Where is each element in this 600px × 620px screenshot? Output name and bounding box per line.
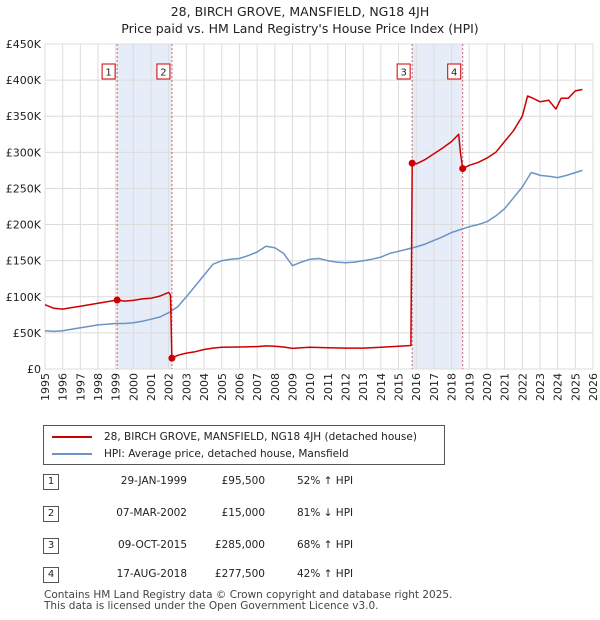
y-tick-label: £150K — [6, 255, 42, 268]
sale-hpi-change: 52% ↑ HPI — [297, 475, 354, 487]
sale-2-marker-label: 2 — [160, 68, 166, 79]
sale-3-point — [408, 159, 416, 167]
hpi-series-line — [44, 169, 583, 333]
x-tick-label: 2009 — [286, 373, 299, 401]
x-tick-label: 2016 — [410, 373, 423, 401]
legend-swatch-hpi — [52, 453, 92, 455]
sale-date: 09-OCT-2015 — [118, 539, 187, 551]
y-tick-label: £50K — [13, 327, 42, 340]
x-tick-label: 2003 — [180, 373, 193, 401]
legend-item-hpi: HPI: Average price, detached house, Mans… — [52, 447, 349, 461]
legend-label-hpi: HPI: Average price, detached house, Mans… — [104, 448, 349, 460]
sale-1-marker-label: 1 — [105, 68, 111, 79]
table-row: 3 09-OCT-2015 £285,000 68% ↑ HPI — [43, 538, 443, 554]
table-row: 2 07-MAR-2002 £15,000 81% ↓ HPI — [43, 506, 443, 522]
x-tick-label: 2021 — [499, 373, 512, 401]
sale-4-point — [459, 165, 467, 173]
legend-label-property: 28, BIRCH GROVE, MANSFIELD, NG18 4JH (de… — [104, 431, 417, 443]
sale-date: 07-MAR-2002 — [116, 507, 187, 519]
table-row: 1 29-JAN-1999 £95,500 52% ↑ HPI — [43, 474, 443, 490]
x-tick-label: 1997 — [74, 373, 87, 401]
shaded-period-2 — [412, 44, 463, 369]
x-tick-label: 2014 — [375, 373, 388, 401]
x-tick-label: 2008 — [269, 373, 282, 401]
sale-number-badge: 1 — [43, 474, 59, 490]
x-tick-label: 2001 — [145, 373, 158, 401]
legend-item-property: 28, BIRCH GROVE, MANSFIELD, NG18 4JH (de… — [52, 430, 417, 444]
sale-4-marker-box — [447, 63, 462, 80]
price-chart: 1 2 3 4 £0 £50K £100K £150K £200K £250K £300K £350… — [6, 38, 600, 401]
x-tick-label: 2018 — [446, 373, 459, 401]
x-tick-label: 2006 — [233, 373, 246, 401]
table-row: 4 17-AUG-2018 £277,500 42% ↑ HPI — [43, 567, 443, 583]
y-tick-label: £200K — [6, 219, 42, 232]
x-tick-label: 1996 — [57, 373, 70, 401]
chart-title: 28, BIRCH GROVE, MANSFIELD, NG18 4JH — [170, 4, 430, 19]
sale-4-marker-label: 4 — [451, 68, 457, 79]
sale-2-marker-box — [156, 63, 171, 80]
sale-1-marker-box — [101, 63, 116, 80]
x-tick-label: 2024 — [552, 373, 565, 401]
sale-price: £285,000 — [214, 539, 265, 551]
sale-price: £277,500 — [214, 568, 265, 580]
x-tick-label: 2020 — [481, 373, 494, 401]
sale-hpi-change: 81% ↓ HPI — [297, 507, 354, 519]
sale-date: 17-AUG-2018 — [116, 568, 187, 580]
x-tick-label: 2002 — [163, 373, 176, 401]
y-tick-label: £100K — [6, 291, 42, 304]
sale-number-badge: 3 — [43, 538, 59, 554]
sale-number-badge: 4 — [43, 567, 59, 583]
x-tick-label: 2013 — [357, 373, 370, 401]
x-tick-label: 2007 — [251, 373, 264, 401]
x-tick-label: 1999 — [110, 373, 123, 401]
x-tick-label: 2011 — [322, 373, 335, 401]
footer-copyright: Contains HM Land Registry data © Crown c… — [44, 589, 453, 601]
x-tick-label: 2012 — [340, 373, 353, 401]
sale-hpi-change: 42% ↑ HPI — [297, 568, 354, 580]
legend: 28, BIRCH GROVE, MANSFIELD, NG18 4JH (de… — [43, 425, 445, 465]
x-tick-label: 2015 — [393, 373, 406, 401]
x-tick-label: 2026 — [587, 373, 600, 401]
x-tick-label: 2022 — [516, 373, 529, 401]
sale-1-point — [113, 296, 121, 304]
sale-price: £15,000 — [221, 507, 265, 519]
y-tick-label: £450K — [6, 38, 42, 51]
sale-2-point — [168, 354, 176, 362]
x-tick-label: 2017 — [428, 373, 441, 401]
x-tick-label: 1998 — [92, 373, 105, 401]
chart-subtitle: Price paid vs. HM Land Registry's House … — [121, 21, 479, 36]
y-tick-label: £0 — [27, 363, 41, 376]
x-tick-label: 2023 — [534, 373, 547, 401]
y-tick-label: £400K — [6, 74, 42, 87]
sale-3-marker-label: 3 — [400, 68, 406, 79]
sale-date: 29-JAN-1999 — [120, 475, 187, 487]
footer-licence: This data is licensed under the Open Gov… — [44, 600, 379, 612]
y-tick-label: £250K — [6, 182, 42, 195]
x-tick-label: 2025 — [569, 373, 582, 401]
sale-number-badge: 2 — [43, 506, 59, 522]
x-tick-label: 2005 — [216, 373, 229, 401]
x-tick-label: 2019 — [463, 373, 476, 401]
legend-swatch-property — [52, 436, 92, 438]
sale-price: £95,500 — [221, 475, 265, 487]
y-tick-label: £300K — [6, 146, 42, 159]
x-tick-label: 1995 — [39, 373, 52, 401]
x-tick-label: 2010 — [304, 373, 317, 401]
x-tick-label: 2004 — [198, 373, 211, 401]
footer: Contains HM Land Registry data © Crown c… — [44, 590, 452, 612]
property-series-line — [44, 88, 583, 359]
sale-3-marker-box — [396, 63, 411, 80]
y-tick-label: £350K — [6, 110, 42, 123]
sale-hpi-change: 68% ↑ HPI — [297, 539, 354, 551]
x-tick-label: 2000 — [127, 373, 140, 401]
